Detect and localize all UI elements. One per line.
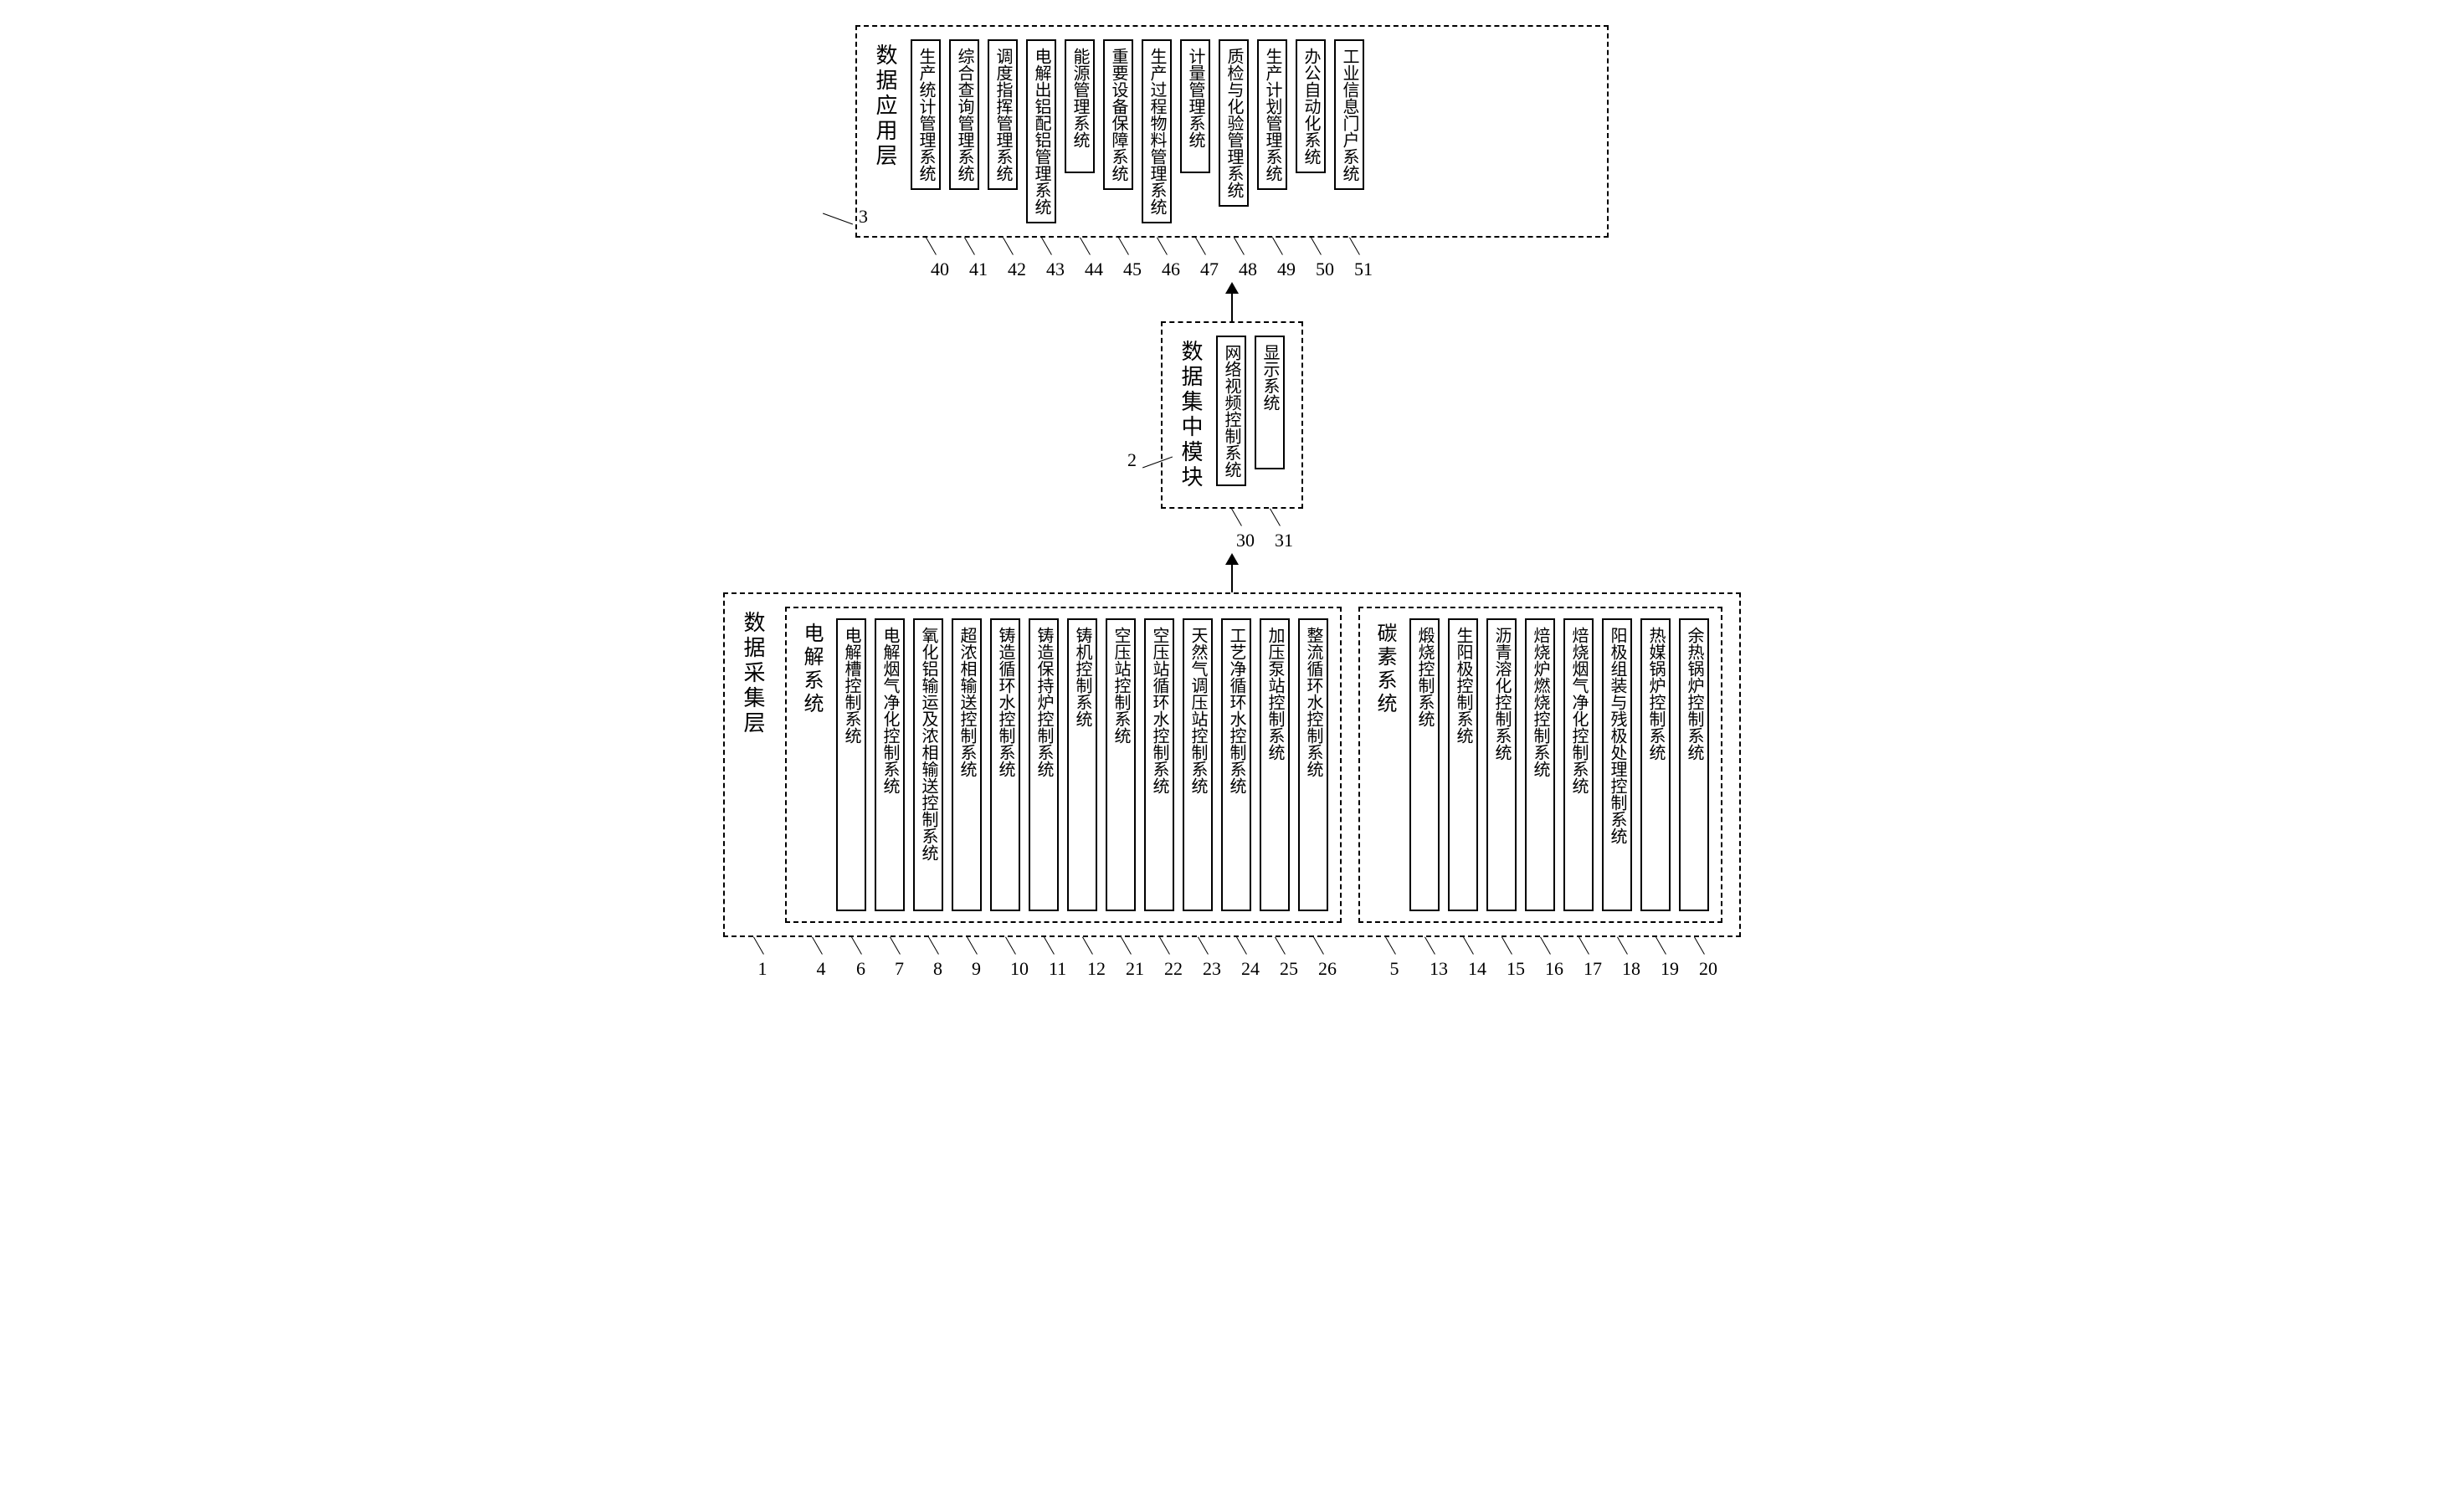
ref-number: 20 [1699, 958, 1717, 980]
ref-number: 13 [1430, 958, 1448, 980]
ref-number: 48 [1239, 259, 1257, 280]
data-acquisition-layer: 数据采集层 电解系统 电解槽控制系统电解烟气净化控制系统氧化铝输运及浓相输送控制… [723, 592, 1741, 937]
bottom-item: 整流循环水控制系统 [1298, 618, 1328, 911]
ref-number: 25 [1280, 958, 1298, 980]
ref-number: 42 [1008, 259, 1026, 280]
electrolysis-subgroup: 电解系统 电解槽控制系统电解烟气净化控制系统氧化铝输运及浓相输送控制系统超浓相输… [785, 607, 1342, 923]
ref-number: 44 [1085, 259, 1103, 280]
ref-number: 4 [817, 958, 826, 980]
ref-number: 24 [1241, 958, 1260, 980]
bottom-item: 热媒锅炉控制系统 [1640, 618, 1671, 911]
bottom-item: 加压泵站控制系统 [1260, 618, 1290, 911]
ref-number: 49 [1277, 259, 1296, 280]
top-item: 生产统计管理系统 [911, 39, 941, 190]
middle-layer-ref: 2 [1127, 449, 1173, 471]
ref-number: 1 [758, 958, 767, 980]
ref-number: 19 [1661, 958, 1679, 980]
middle-layer-title: 数据集中模块 [1175, 336, 1206, 495]
bottom-layer-title: 数据采集层 [737, 607, 768, 741]
ref-number: 9 [972, 958, 981, 980]
ref-number: 8 [933, 958, 942, 980]
ref-number: 26 [1318, 958, 1337, 980]
electrolysis-items: 电解槽控制系统电解烟气净化控制系统氧化铝输运及浓相输送控制系统超浓相输送控制系统… [836, 618, 1328, 911]
middle-item: 网络视频控制系统 [1216, 336, 1246, 486]
ref-number: 23 [1203, 958, 1221, 980]
electrolysis-title: 电解系统 [795, 618, 828, 720]
ref-number: 46 [1162, 259, 1180, 280]
top-layer-items: 生产统计管理系统综合查询管理系统调度指挥管理系统电解出铝配铝管理系统能源管理系统… [911, 39, 1364, 223]
bottom-item: 焙烧烟气净化控制系统 [1563, 618, 1594, 911]
ref-number: 31 [1275, 530, 1293, 551]
bottom-item: 电解槽控制系统 [836, 618, 866, 911]
top-layer-wrap: 数据应用层 生产统计管理系统综合查询管理系统调度指挥管理系统电解出铝配铝管理系统… [855, 25, 1609, 284]
bottom-item: 煅烧控制系统 [1409, 618, 1440, 911]
top-layer-title: 数据应用层 [870, 39, 901, 173]
ref-number: 45 [1123, 259, 1142, 280]
top-item: 能源管理系统 [1065, 39, 1095, 173]
ref-number: 11 [1049, 958, 1066, 980]
bottom-item: 铸造保持炉控制系统 [1029, 618, 1059, 911]
bottom-item: 工艺净循环水控制系统 [1221, 618, 1251, 911]
middle-item: 显示系统 [1255, 336, 1285, 469]
data-concentration-module: 数据集中模块 网络视频控制系统显示系统 [1161, 321, 1303, 509]
arrow-middle-bottom [1231, 555, 1233, 592]
ref-number: 50 [1316, 259, 1334, 280]
bottom-item: 氧化铝输运及浓相输送控制系统 [913, 618, 943, 911]
bottom-item: 余热锅炉控制系统 [1679, 618, 1709, 911]
bottom-item: 生阳极控制系统 [1448, 618, 1478, 911]
top-item: 生产过程物料管理系统 [1142, 39, 1172, 223]
top-item: 重要设备保障系统 [1103, 39, 1133, 190]
ref-number: 7 [895, 958, 904, 980]
ref-number: 6 [856, 958, 865, 980]
top-item: 计量管理系统 [1180, 39, 1210, 173]
ref-number: 41 [969, 259, 988, 280]
ref-number: 15 [1507, 958, 1525, 980]
bottom-item: 空压站控制系统 [1106, 618, 1136, 911]
ref-number: 18 [1622, 958, 1640, 980]
bottom-item: 铸机控制系统 [1067, 618, 1097, 911]
top-item: 质检与化验管理系统 [1219, 39, 1249, 207]
top-item: 生产计划管理系统 [1257, 39, 1287, 190]
bottom-item: 天然气调压站控制系统 [1183, 618, 1213, 911]
top-item: 电解出铝配铝管理系统 [1026, 39, 1056, 223]
top-item: 工业信息门户系统 [1334, 39, 1364, 190]
carbon-title: 碳素系统 [1368, 618, 1401, 720]
ref-number: 40 [931, 259, 949, 280]
carbon-items: 煅烧控制系统生阳极控制系统沥青溶化控制系统焙烧炉燃烧控制系统焙烧烟气净化控制系统… [1409, 618, 1709, 911]
ref-number: 10 [1010, 958, 1029, 980]
top-item: 综合查询管理系统 [949, 39, 979, 190]
ref-number: 14 [1468, 958, 1486, 980]
middle-layer-wrap: 数据集中模块 网络视频控制系统显示系统 2 3031 [1161, 321, 1303, 555]
system-architecture-diagram: 数据应用层 生产统计管理系统综合查询管理系统调度指挥管理系统电解出铝配铝管理系统… [25, 25, 2439, 983]
top-item: 办公自动化系统 [1296, 39, 1326, 173]
middle-refs-row: 30 31 [1161, 509, 1303, 555]
ref-number: 47 [1200, 259, 1219, 280]
bottom-item: 阳极组装与残极处理控制系统 [1602, 618, 1632, 911]
ref-number: 22 [1164, 958, 1183, 980]
middle-layer-items: 网络视频控制系统显示系统 [1216, 336, 1285, 486]
bottom-item: 铸造循环水控制系统 [990, 618, 1020, 911]
ref-number: 21 [1126, 958, 1144, 980]
top-layer-ref: 3 [822, 206, 868, 228]
ref-number: 51 [1354, 259, 1373, 280]
carbon-subgroup: 碳素系统 煅烧控制系统生阳极控制系统沥青溶化控制系统焙烧炉燃烧控制系统焙烧烟气净… [1358, 607, 1722, 923]
bottom-item: 空压站循环水控制系统 [1144, 618, 1174, 911]
ref-number: 12 [1087, 958, 1106, 980]
bottom-refs-row: 1456789101112212223242526131415161718192… [723, 937, 1741, 983]
bottom-layer-wrap: 数据采集层 电解系统 电解槽控制系统电解烟气净化控制系统氧化铝输运及浓相输送控制… [723, 592, 1741, 983]
bottom-item: 电解烟气净化控制系统 [875, 618, 905, 911]
ref-number: 43 [1046, 259, 1065, 280]
top-item: 调度指挥管理系统 [988, 39, 1018, 190]
bottom-item: 超浓相输送控制系统 [952, 618, 982, 911]
arrow-top-middle [1231, 284, 1233, 321]
ref-number: 30 [1236, 530, 1255, 551]
bottom-item: 沥青溶化控制系统 [1486, 618, 1517, 911]
ref-number: 17 [1584, 958, 1602, 980]
bottom-item: 焙烧炉燃烧控制系统 [1525, 618, 1555, 911]
top-refs-row: 40 41 42 43 44 45 46 47 48 49 50 51 [855, 238, 1609, 284]
data-application-layer: 数据应用层 生产统计管理系统综合查询管理系统调度指挥管理系统电解出铝配铝管理系统… [855, 25, 1609, 238]
ref-number: 5 [1390, 958, 1399, 980]
ref-number: 16 [1545, 958, 1563, 980]
